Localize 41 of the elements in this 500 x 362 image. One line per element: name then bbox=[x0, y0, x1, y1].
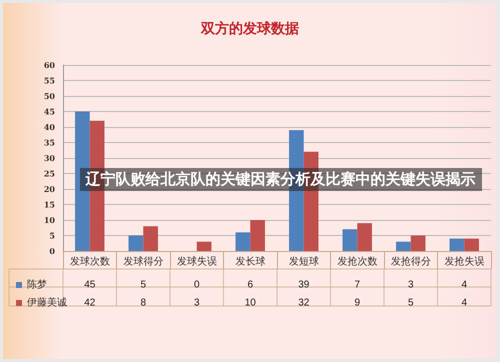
legend-label: 伊藤美诚 bbox=[27, 296, 67, 308]
y-tick-label: 0 bbox=[49, 246, 56, 256]
y-tick-label: 35 bbox=[44, 138, 55, 148]
y-tick-label: 55 bbox=[44, 76, 55, 86]
y-tick-label: 40 bbox=[44, 122, 56, 132]
data-label: 5 bbox=[140, 280, 146, 290]
y-tick-label: 5 bbox=[49, 230, 55, 240]
x-tick-label: 发球次数 bbox=[70, 256, 110, 268]
data-label: 5 bbox=[408, 298, 414, 308]
legend-label: 陈梦 bbox=[27, 278, 47, 290]
data-label: 0 bbox=[194, 280, 200, 290]
annotation: 辽宁队败给北京队的关键因素分析及比赛中的关键失误揭示 bbox=[80, 168, 482, 191]
data-label: 8 bbox=[140, 298, 146, 308]
x-tick-label: 发球得分 bbox=[123, 256, 164, 268]
y-tick-label: 45 bbox=[44, 106, 55, 116]
data-label: 3 bbox=[408, 280, 414, 290]
y-tick-label: 30 bbox=[44, 153, 56, 163]
y-tick-label: 15 bbox=[44, 200, 55, 210]
y-tick-label: 60 bbox=[44, 60, 56, 70]
x-tick-label: 发长球 bbox=[235, 256, 266, 268]
data-label: 4 bbox=[461, 280, 468, 290]
y-tick-label: 10 bbox=[44, 215, 56, 225]
y-tick-label: 25 bbox=[44, 168, 55, 178]
data-label: 3 bbox=[194, 298, 200, 308]
x-tick-label: 发抢次数 bbox=[337, 256, 378, 268]
chart-title: 双方的发球数据 bbox=[200, 20, 299, 37]
y-tick-label: 50 bbox=[44, 91, 56, 101]
x-tick-label: 发抢失误 bbox=[444, 256, 484, 268]
x-tick-label: 发短球 bbox=[288, 256, 319, 268]
data-label: 6 bbox=[247, 280, 254, 290]
data-label: 7 bbox=[354, 280, 360, 290]
y-tick-label: 20 bbox=[44, 184, 56, 194]
data-label: 39 bbox=[298, 280, 310, 290]
data-label: 42 bbox=[84, 298, 96, 308]
x-tick-label: 发球失误 bbox=[176, 256, 217, 268]
data-label: 4 bbox=[461, 298, 468, 308]
data-label: 32 bbox=[298, 298, 310, 308]
data-label: 9 bbox=[354, 298, 360, 308]
data-label: 10 bbox=[244, 298, 256, 308]
data-label: 45 bbox=[84, 280, 96, 290]
x-tick-label: 发抢得分 bbox=[390, 256, 431, 268]
